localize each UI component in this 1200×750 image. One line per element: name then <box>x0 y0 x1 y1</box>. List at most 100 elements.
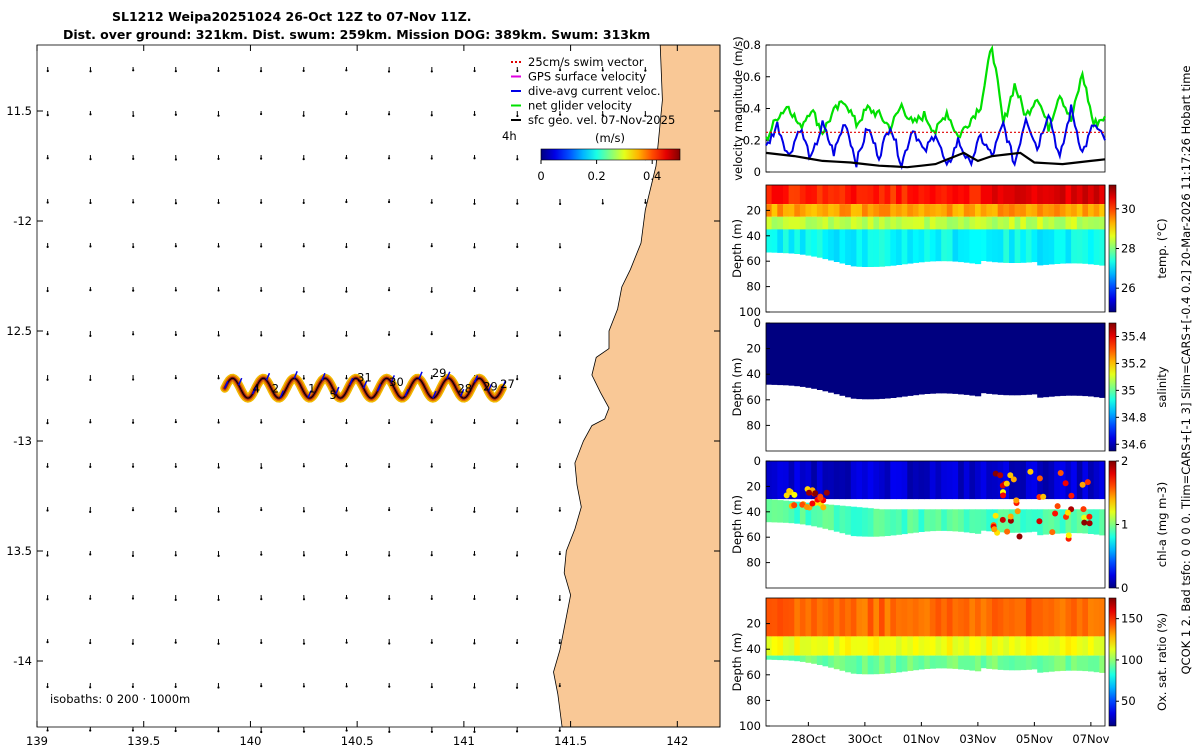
depth-cell <box>907 636 914 656</box>
depth-cell <box>1093 229 1100 265</box>
current-arrow-head <box>388 730 391 733</box>
depth-cell <box>1082 204 1089 217</box>
depth-cell <box>766 499 773 523</box>
depth-cell <box>811 185 818 205</box>
depth-cell <box>1042 204 1049 217</box>
depth-cell <box>1014 461 1021 500</box>
depth-cell <box>816 216 823 230</box>
depth-ytick-label: 60 <box>746 530 761 544</box>
depth-cell <box>833 216 840 230</box>
depth-cell <box>811 216 818 230</box>
depth-cell <box>980 655 987 669</box>
depth-cell <box>799 216 806 230</box>
chla-hotspot <box>820 504 827 511</box>
depth-cell <box>816 503 823 528</box>
depth-cell <box>788 204 795 217</box>
depth-cell <box>924 636 931 656</box>
current-arrow-head <box>345 597 348 600</box>
depth-cell <box>833 598 840 637</box>
depth-cell <box>811 655 818 664</box>
current-arrow-head <box>132 333 135 336</box>
depth-cell <box>816 461 823 500</box>
chla-hotspot <box>1010 476 1017 483</box>
depth-cell <box>901 229 908 265</box>
depth-cell <box>1099 185 1106 205</box>
current-arrow-head <box>345 641 348 644</box>
depth-cell <box>890 216 897 230</box>
current-arrow-head <box>217 510 220 513</box>
depth-cell <box>1003 461 1010 500</box>
depth-cell <box>845 216 852 230</box>
depth-cell <box>924 461 931 500</box>
depth-ytick-label: 0 <box>754 454 761 468</box>
depth-cell <box>1014 598 1021 637</box>
depth-cell <box>1014 636 1021 656</box>
current-arrow-head <box>174 158 178 161</box>
depth-cell <box>1082 216 1089 230</box>
depth-cell <box>997 185 1004 205</box>
depth-cell <box>1014 216 1021 230</box>
depth-cell <box>1076 185 1083 205</box>
depth-cell <box>946 655 953 669</box>
depth-cell <box>822 185 829 205</box>
current-arrow-head <box>473 597 476 601</box>
depth-cell <box>788 636 795 656</box>
chla-hotspot <box>1007 517 1014 524</box>
depth-cell <box>997 655 1004 670</box>
depth-cell <box>828 504 835 531</box>
depth-cell <box>879 323 886 399</box>
depth-cell <box>811 461 818 500</box>
chla-hotspot <box>1086 513 1093 520</box>
figure-title-line2: Dist. over ground: 321km. Dist. swum: 25… <box>63 27 651 42</box>
depth-cell <box>845 204 852 217</box>
depth-cell <box>845 461 852 500</box>
depth-cell <box>946 204 953 217</box>
depth-cell <box>816 636 823 656</box>
depth-cell <box>845 598 852 637</box>
current-arrow-head <box>46 422 49 425</box>
depth-cell <box>952 229 959 262</box>
track-current-vector <box>501 380 506 389</box>
depth-cell <box>896 323 903 398</box>
current-arrow-head <box>89 157 92 161</box>
depth-cell <box>1009 185 1016 205</box>
current-arrow-head <box>259 70 263 73</box>
map-xtick-label: 139.5 <box>127 734 160 748</box>
depth-cell <box>1099 216 1106 230</box>
depth-cell <box>1088 323 1095 397</box>
current-arrow-head <box>644 69 647 72</box>
depth-colorbar-tick-label: 100 <box>1121 653 1143 667</box>
depth-cell <box>969 216 976 230</box>
depth-cell <box>816 229 823 258</box>
depth-cell <box>777 500 784 523</box>
depth-ytick-label: 0 <box>754 316 761 330</box>
current-arrow-head <box>302 730 306 733</box>
depth-cell <box>839 636 846 656</box>
depth-colorbar-tick-label: 35 <box>1121 383 1136 397</box>
current-arrow-head <box>473 289 476 293</box>
current-arrow-head <box>345 157 348 160</box>
chla-hotspot <box>1016 533 1023 540</box>
current-arrow-head <box>515 641 519 644</box>
track-day-label: 30 <box>389 375 404 389</box>
current-arrow-head <box>174 333 177 336</box>
current-arrow-head <box>515 510 519 513</box>
depth-cell <box>873 323 880 400</box>
depth-cell <box>1065 598 1072 637</box>
chla-hotspot <box>1081 519 1088 526</box>
current-arrow-head <box>46 465 49 468</box>
depth-cell <box>918 204 925 217</box>
depth-cell <box>771 185 778 205</box>
depth-cell <box>1003 204 1010 217</box>
current-arrow-head <box>473 334 476 337</box>
depth-cell <box>862 185 869 205</box>
depth-cell <box>1025 204 1032 217</box>
depth-cell <box>952 185 959 205</box>
current-arrow-head <box>302 685 306 688</box>
chla-hotspot <box>1013 497 1020 504</box>
depth-cell <box>980 636 987 656</box>
depth-cell <box>850 506 857 537</box>
depth-cell <box>884 229 891 267</box>
depth-cell <box>799 636 806 656</box>
depth-cell <box>805 204 812 217</box>
